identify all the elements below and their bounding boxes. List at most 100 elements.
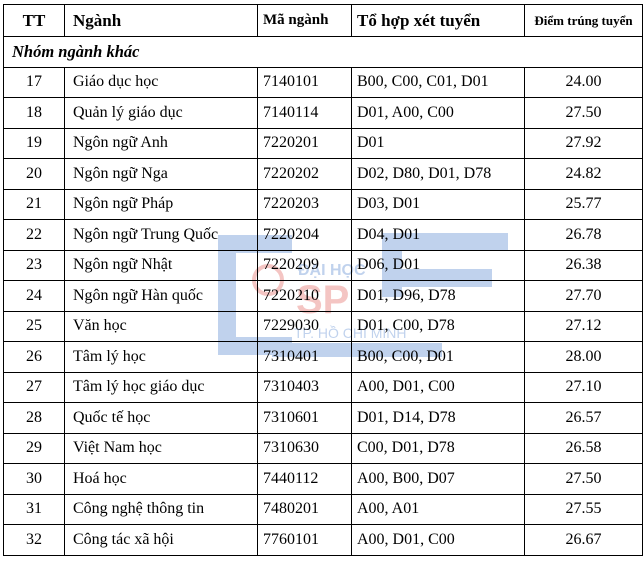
cell-score: 26.58 bbox=[524, 432, 643, 464]
cell-tt: 19 bbox=[3, 127, 65, 159]
cell-name: Việt Nam học bbox=[64, 432, 258, 464]
cell-code: 7220202 bbox=[257, 158, 352, 190]
cell-name: Ngôn ngữ Hàn quốc bbox=[64, 280, 258, 312]
table-row: 20 Ngôn ngữ Nga 7220202 D02, D80, D01, D78 2… bbox=[3, 158, 643, 190]
table-row: 27 Tâm lý học giáo dục 7310403 A00, D01, C0… bbox=[3, 371, 643, 403]
admission-score-table: TT Ngành Mã ngành Tổ hợp xét tuyển Điểm … bbox=[3, 4, 643, 556]
cell-score: 27.10 bbox=[524, 371, 643, 403]
cell-code: 7310601 bbox=[257, 402, 352, 434]
cell-combo: B00, C00, D01 bbox=[351, 341, 525, 373]
cell-name: Công nghệ thông tin bbox=[64, 493, 258, 525]
cell-combo: B00, C00, C01, D01 bbox=[351, 66, 525, 98]
header-score: Điểm trúng tuyển bbox=[524, 4, 643, 37]
cell-combo: A00, D01, C00 bbox=[351, 371, 525, 403]
cell-score: 27.92 bbox=[524, 127, 643, 159]
cell-code: 7310403 bbox=[257, 371, 352, 403]
table-header-row: TT Ngành Mã ngành Tổ hợp xét tuyển Điểm … bbox=[3, 4, 643, 37]
table-row: 29 Việt Nam học 7310630 C00, D01, D78 26.58 bbox=[3, 432, 643, 464]
cell-score: 26.57 bbox=[524, 402, 643, 434]
cell-code: 7220210 bbox=[257, 280, 352, 312]
table-row: 28 Quốc tế học 7310601 D01, D14, D78 26.57 bbox=[3, 402, 643, 434]
header-combo: Tổ hợp xét tuyển bbox=[351, 4, 525, 37]
cell-code: 7220204 bbox=[257, 219, 352, 251]
header-code: Mã ngành bbox=[257, 4, 352, 37]
cell-score: 25.77 bbox=[524, 188, 643, 220]
table-row: 17 Giáo dục học 7140101 B00, C00, C01, D01 2… bbox=[3, 66, 643, 98]
cell-tt: 20 bbox=[3, 158, 65, 190]
cell-code: 7220203 bbox=[257, 188, 352, 220]
cell-tt: 21 bbox=[3, 188, 65, 220]
cell-combo: D01, C00, D78 bbox=[351, 310, 525, 342]
cell-tt: 24 bbox=[3, 280, 65, 312]
table-row: 21 Ngôn ngữ Pháp 7220203 D03, D01 25.77 bbox=[3, 188, 643, 220]
table-row: 30 Hoá học 7440112 A00, B00, D07 27.50 bbox=[3, 463, 643, 495]
cell-score: 26.78 bbox=[524, 219, 643, 251]
cell-code: 7140101 bbox=[257, 66, 352, 98]
table-row: 26 Tâm lý học 7310401 B00, C00, D01 28.00 bbox=[3, 341, 643, 373]
table-row: 31 Công nghệ thông tin 7480201 A00, A01 27.5… bbox=[3, 493, 643, 525]
cell-combo: D04, D01 bbox=[351, 219, 525, 251]
cell-tt: 18 bbox=[3, 97, 65, 129]
cell-name: Ngôn ngữ Nga bbox=[64, 158, 258, 190]
cell-score: 27.12 bbox=[524, 310, 643, 342]
cell-code: 7229030 bbox=[257, 310, 352, 342]
cell-tt: 17 bbox=[3, 66, 65, 98]
cell-name: Ngôn ngữ Anh bbox=[64, 127, 258, 159]
cell-code: 7440112 bbox=[257, 463, 352, 495]
cell-code: 7480201 bbox=[257, 493, 352, 525]
cell-combo: D06, D01 bbox=[351, 249, 525, 281]
cell-score: 24.00 bbox=[524, 66, 643, 98]
cell-score: 26.67 bbox=[524, 524, 643, 556]
cell-combo: D01, A00, C00 bbox=[351, 97, 525, 129]
cell-tt: 23 bbox=[3, 249, 65, 281]
header-tt: TT bbox=[3, 4, 65, 37]
cell-score: 27.50 bbox=[524, 97, 643, 129]
cell-tt: 22 bbox=[3, 219, 65, 251]
cell-name: Tâm lý học bbox=[64, 341, 258, 373]
table-row: 18 Quản lý giáo dục 7140114 D01, A00, C00 27… bbox=[3, 97, 643, 129]
cell-name: Ngôn ngữ Nhật bbox=[64, 249, 258, 281]
cell-tt: 26 bbox=[3, 341, 65, 373]
cell-name: Giáo dục học bbox=[64, 66, 258, 98]
cell-code: 7220201 bbox=[257, 127, 352, 159]
cell-tt: 31 bbox=[3, 493, 65, 525]
cell-tt: 28 bbox=[3, 402, 65, 434]
cell-combo: D03, D01 bbox=[351, 188, 525, 220]
cell-score: 27.70 bbox=[524, 280, 643, 312]
header-name: Ngành bbox=[64, 4, 258, 37]
cell-code: 7220209 bbox=[257, 249, 352, 281]
group-row: Nhóm ngành khác bbox=[3, 36, 643, 68]
cell-combo: D01 bbox=[351, 127, 525, 159]
table-row: 32 Công tác xã hội 7760101 A00, D01, C00 26.… bbox=[3, 524, 643, 556]
cell-tt: 25 bbox=[3, 310, 65, 342]
cell-name: Quản lý giáo dục bbox=[64, 97, 258, 129]
cell-code: 7760101 bbox=[257, 524, 352, 556]
cell-score: 24.82 bbox=[524, 158, 643, 190]
cell-code: 7310630 bbox=[257, 432, 352, 464]
cell-score: 26.38 bbox=[524, 249, 643, 281]
cell-combo: D01, D14, D78 bbox=[351, 402, 525, 434]
cell-combo: A00, B00, D07 bbox=[351, 463, 525, 495]
cell-combo: D01, D96, D78 bbox=[351, 280, 525, 312]
cell-tt: 29 bbox=[3, 432, 65, 464]
table-row: 25 Văn học 7229030 D01, C00, D78 27.12 bbox=[3, 310, 643, 342]
cell-combo: C00, D01, D78 bbox=[351, 432, 525, 464]
cell-code: 7140114 bbox=[257, 97, 352, 129]
cell-tt: 27 bbox=[3, 371, 65, 403]
cell-name: Hoá học bbox=[64, 463, 258, 495]
table-row: 24 Ngôn ngữ Hàn quốc 7220210 D01, D96, D78 2… bbox=[3, 280, 643, 312]
cell-score: 27.55 bbox=[524, 493, 643, 525]
group-label: Nhóm ngành khác bbox=[3, 36, 643, 68]
table-row: 19 Ngôn ngữ Anh 7220201 D01 27.92 bbox=[3, 127, 643, 159]
cell-name: Ngôn ngữ Trung Quốc bbox=[64, 219, 258, 251]
cell-tt: 30 bbox=[3, 463, 65, 495]
cell-code: 7310401 bbox=[257, 341, 352, 373]
cell-score: 27.50 bbox=[524, 463, 643, 495]
cell-score: 28.00 bbox=[524, 341, 643, 373]
cell-name: Ngôn ngữ Pháp bbox=[64, 188, 258, 220]
cell-name: Công tác xã hội bbox=[64, 524, 258, 556]
table-row: 22 Ngôn ngữ Trung Quốc 7220204 D04, D01 26.7… bbox=[3, 219, 643, 251]
cell-name: Tâm lý học giáo dục bbox=[64, 371, 258, 403]
cell-combo: D02, D80, D01, D78 bbox=[351, 158, 525, 190]
table-row: 23 Ngôn ngữ Nhật 7220209 D06, D01 26.38 bbox=[3, 249, 643, 281]
